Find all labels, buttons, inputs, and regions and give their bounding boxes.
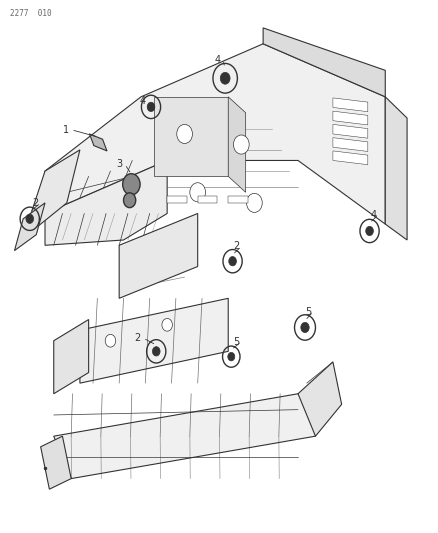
Circle shape	[122, 174, 140, 195]
FancyBboxPatch shape	[197, 196, 217, 203]
Polygon shape	[332, 138, 367, 151]
Circle shape	[365, 227, 373, 236]
Text: 2: 2	[232, 241, 239, 252]
Polygon shape	[262, 28, 385, 97]
Circle shape	[152, 346, 160, 356]
Polygon shape	[45, 44, 385, 224]
Polygon shape	[332, 98, 367, 112]
Text: 2: 2	[32, 198, 39, 208]
Polygon shape	[154, 97, 228, 176]
Text: 3: 3	[116, 159, 122, 169]
Text: 2: 2	[134, 333, 141, 343]
Text: 4: 4	[370, 209, 376, 220]
Circle shape	[123, 193, 135, 208]
Text: 5: 5	[304, 306, 311, 317]
Text: 5: 5	[232, 337, 239, 347]
Polygon shape	[119, 214, 197, 298]
Polygon shape	[45, 160, 167, 245]
Circle shape	[220, 72, 230, 84]
Circle shape	[228, 256, 236, 266]
Polygon shape	[53, 394, 315, 479]
Polygon shape	[80, 298, 228, 383]
Circle shape	[162, 318, 172, 331]
Circle shape	[177, 124, 192, 143]
Polygon shape	[332, 111, 367, 125]
Polygon shape	[14, 203, 45, 251]
Polygon shape	[28, 150, 80, 235]
Polygon shape	[297, 362, 341, 436]
Text: 2277  010: 2277 010	[10, 10, 52, 18]
Polygon shape	[41, 436, 71, 489]
Polygon shape	[332, 124, 367, 138]
FancyBboxPatch shape	[228, 196, 247, 203]
Polygon shape	[385, 97, 406, 240]
Circle shape	[233, 135, 249, 154]
Circle shape	[227, 352, 234, 361]
Polygon shape	[53, 319, 88, 394]
Circle shape	[105, 334, 116, 347]
Polygon shape	[228, 97, 245, 192]
Polygon shape	[332, 151, 367, 165]
Circle shape	[300, 322, 308, 333]
Circle shape	[189, 183, 205, 202]
Circle shape	[246, 193, 261, 213]
Circle shape	[147, 102, 155, 111]
Text: 4: 4	[214, 55, 220, 64]
FancyBboxPatch shape	[167, 196, 186, 203]
Text: 4: 4	[139, 96, 145, 106]
Polygon shape	[89, 134, 107, 151]
Circle shape	[26, 214, 33, 223]
Text: 1: 1	[63, 125, 69, 135]
